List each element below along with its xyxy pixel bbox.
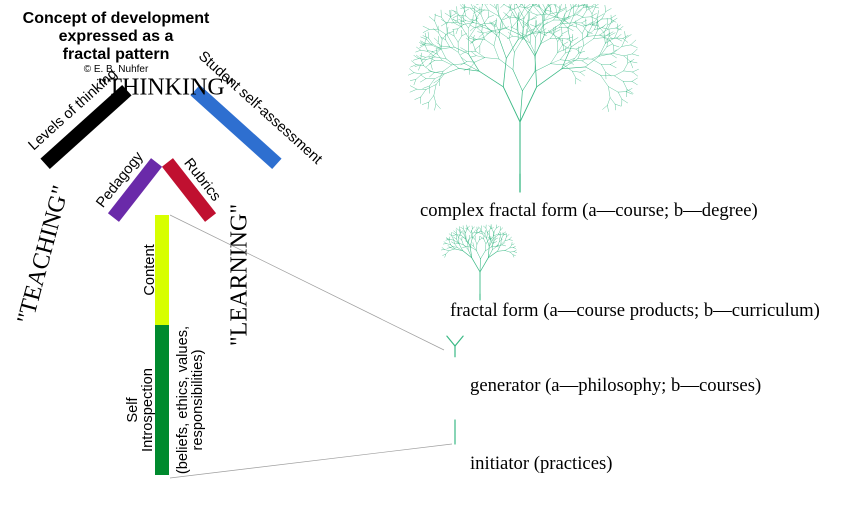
label-generator: generator (a—philosophy; b—courses) xyxy=(470,375,761,397)
label-initiator: initiator (practices) xyxy=(470,453,612,475)
diagram-stage: Concept of development expressed as a fr… xyxy=(0,0,846,513)
label-fractal-form: fractal form (a—course products; b—curri… xyxy=(450,300,820,322)
fractal-tree-medium xyxy=(435,222,525,302)
label-complex-fractal-form: complex fractal form (a—course; b—degree… xyxy=(420,200,758,222)
fractal-tree-large xyxy=(400,4,640,194)
